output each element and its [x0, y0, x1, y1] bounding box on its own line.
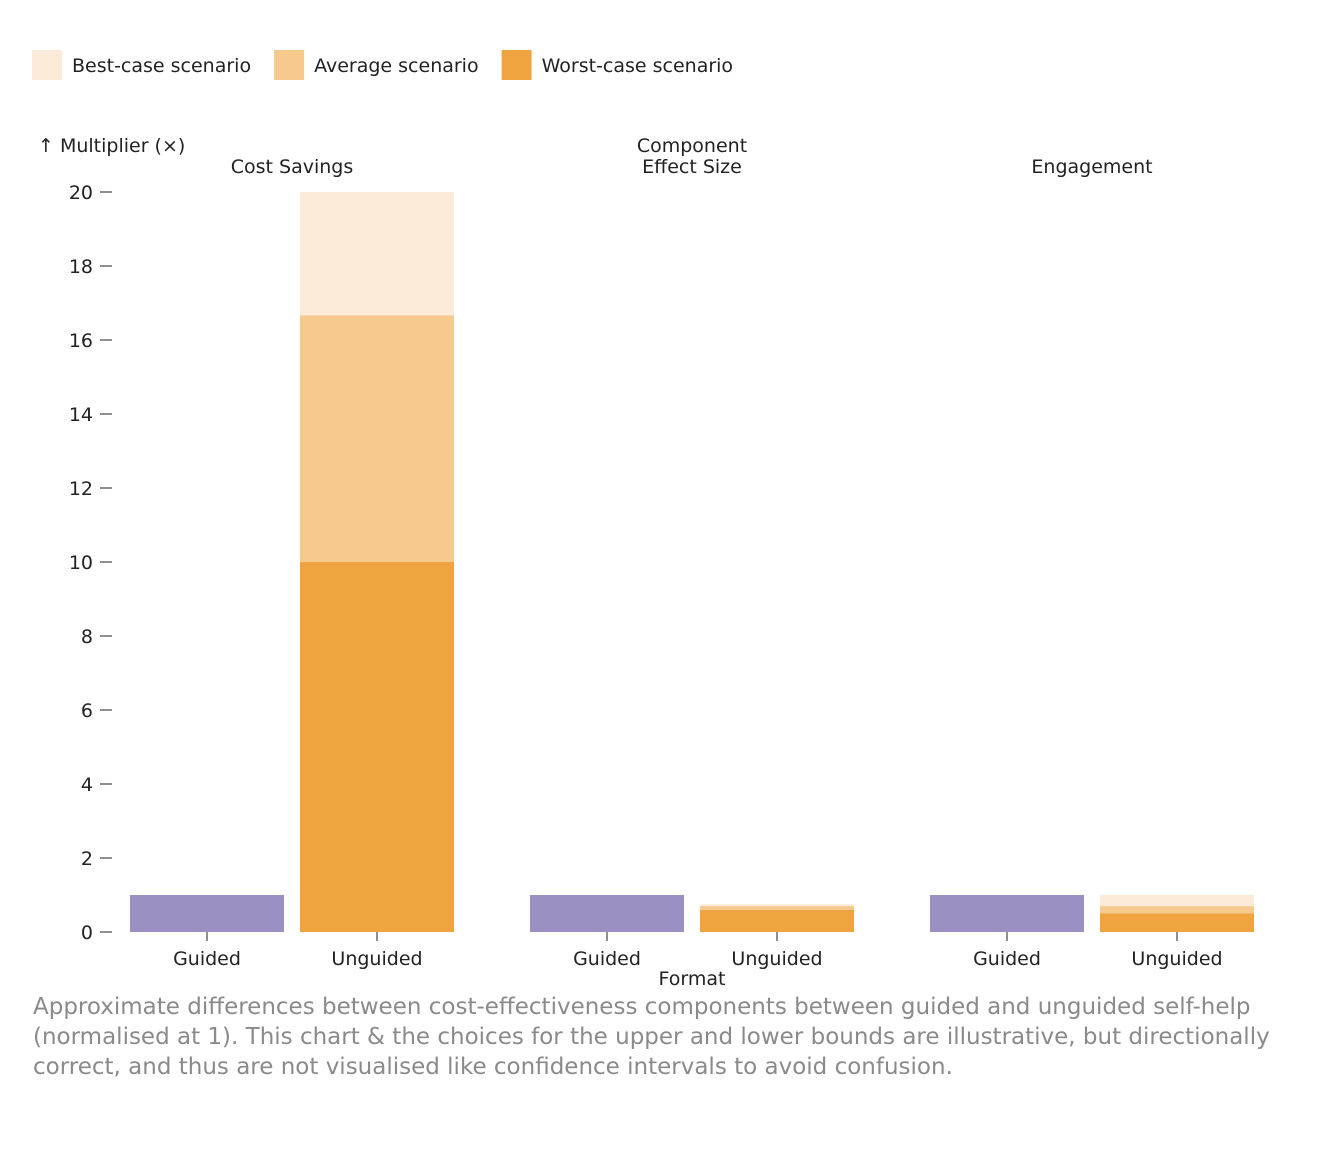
x-tick-label: Unguided [1131, 948, 1222, 970]
y-tick-label: 12 [69, 478, 93, 500]
bar-segment [1100, 913, 1254, 932]
legend-label: Average scenario [314, 55, 479, 77]
y-tick-label: 6 [81, 700, 93, 722]
bar-segment [700, 904, 854, 907]
bar-segment [700, 906, 854, 910]
x-tick-label: Unguided [331, 948, 422, 970]
legend-swatch [32, 50, 62, 80]
facet-title: Cost Savings [231, 156, 354, 178]
facet-title: Engagement [1031, 156, 1152, 178]
y-tick-label: 8 [81, 626, 93, 648]
facet-title: Effect Size [642, 156, 742, 178]
legend-swatch [274, 50, 305, 80]
y-tick-label: 18 [69, 256, 93, 278]
bar-segment [300, 562, 454, 932]
y-tick-label: 16 [69, 330, 93, 352]
y-tick-label: 20 [69, 182, 93, 204]
bar-segment [700, 909, 854, 932]
bar-segment [300, 192, 454, 316]
y-tick-label: 14 [69, 404, 93, 426]
y-tick-label: 10 [69, 552, 93, 574]
x-tick-label: Guided [973, 948, 1041, 970]
bar [530, 895, 684, 932]
y-tick-label: 0 [81, 922, 93, 944]
bar [930, 895, 1084, 932]
y-tick-label: 2 [81, 848, 93, 870]
legend-swatch [501, 50, 532, 80]
x-tick-label: Guided [573, 948, 641, 970]
y-tick-label: 4 [81, 774, 93, 796]
x-tick-label: Guided [173, 948, 241, 970]
x-tick-label: Unguided [731, 948, 822, 970]
bar-segment [300, 315, 454, 562]
legend-label: Best-case scenario [72, 55, 251, 77]
chart: ↑ Multiplier (×) Format Best-case scenar… [32, 50, 1254, 990]
x-axis-label: Format [659, 968, 726, 990]
facet-title: Component [637, 135, 747, 157]
legend-label: Worst-case scenario [542, 55, 733, 77]
caption: Approximate differences between cost-eff… [33, 994, 1270, 1080]
bar-segment [1100, 906, 1254, 914]
y-axis-label: ↑ Multiplier (×) [38, 135, 185, 157]
bar [130, 895, 284, 932]
bar-segment [1100, 895, 1254, 907]
